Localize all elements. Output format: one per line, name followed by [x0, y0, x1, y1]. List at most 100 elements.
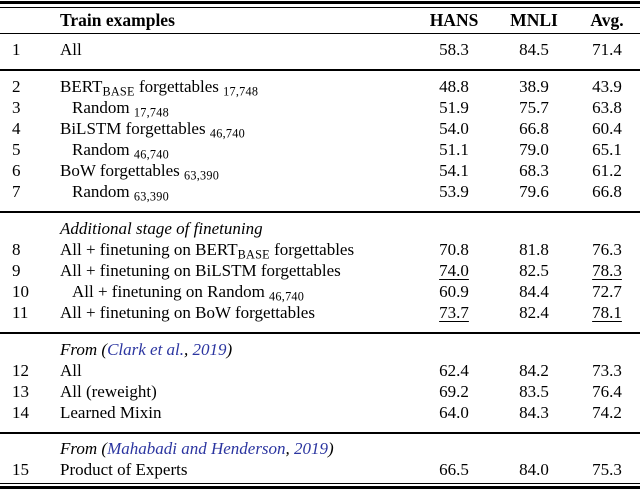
row-number: 11 — [12, 303, 29, 323]
train-examples-cell: Product of Experts — [52, 459, 414, 480]
table-row: 1 All 58.3 84.5 71.4 — [0, 39, 640, 60]
score-value: 71.4 — [592, 40, 622, 60]
subscript-count: 46,740 — [209, 126, 245, 141]
score-value: 53.9 — [439, 182, 469, 202]
mnli-value: 68.3 — [494, 160, 574, 186]
mnli-value: 82.4 — [494, 302, 574, 323]
avg-value: 75.3 — [574, 459, 640, 480]
avg-value: 63.8 — [574, 97, 640, 123]
score-value: 84.2 — [519, 360, 549, 380]
table-top-rule-thin — [0, 7, 640, 9]
table-row: 11 All + finetuning on BoW forgettables 73… — [0, 302, 640, 323]
mnli-value: 84.5 — [494, 39, 574, 60]
hans-value: 66.5 — [414, 459, 494, 480]
subscript-count: 46,740 — [269, 289, 305, 304]
train-examples-cell: BERTBASE forgettables 17,748 — [52, 76, 414, 102]
table-row: 15 Product of Experts 66.5 84.0 75.3 — [0, 459, 640, 480]
label-text: All — [60, 40, 82, 60]
row-number: 10 — [12, 282, 29, 302]
subscript-count: BASE — [237, 247, 270, 262]
section-heading: Additional stage of finetuning — [52, 218, 414, 239]
subscript-count: 63,390 — [133, 189, 169, 204]
table-row: 13 All (reweight) 69.2 83.5 76.4 — [0, 381, 640, 402]
mnli-value: 81.8 — [494, 239, 574, 265]
citation-link[interactable]: Mahabadi and Henderson — [107, 438, 286, 458]
table-row: 6 BoW forgettables 63,390 54.1 68.3 61.2 — [0, 160, 640, 183]
score-value: 54.1 — [439, 161, 469, 181]
train-examples-cell: BiLSTM forgettables 46,740 — [52, 118, 414, 144]
table-row: 7 Random 63,390 53.9 79.6 66.8 — [0, 181, 640, 204]
score-value: 60.4 — [592, 119, 622, 139]
subscript-count: 63,390 — [184, 168, 220, 183]
score-value: 54.0 — [439, 119, 469, 139]
citation-link[interactable]: Clark et al. — [107, 339, 185, 359]
row-number: 13 — [12, 381, 29, 401]
hans-value: 64.0 — [414, 402, 494, 423]
hans-value: 53.9 — [414, 181, 494, 207]
row-number — [0, 438, 52, 459]
score-value: 74.2 — [592, 402, 622, 422]
label-text: All — [60, 360, 82, 380]
row-number: 6 — [12, 161, 21, 181]
row-number: 5 — [12, 140, 21, 160]
table-section: 1 All 58.3 84.5 71.4 — [0, 34, 640, 69]
score-value: 38.9 — [519, 77, 549, 97]
score-value: 66.8 — [519, 119, 549, 139]
label-text: forgettables — [134, 77, 224, 97]
subscript-count: BASE — [102, 84, 135, 99]
score-value: 65.1 — [592, 140, 622, 160]
mnli-value: 83.5 — [494, 381, 574, 402]
avg-value: 74.2 — [574, 402, 640, 423]
score-value: 76.3 — [592, 240, 622, 260]
section-divider-rule — [0, 431, 640, 434]
header-train-examples: Train examples — [60, 10, 175, 31]
hans-value: 70.8 — [414, 239, 494, 265]
hans-value: 69.2 — [414, 381, 494, 402]
table-row: 12 All 62.4 84.2 73.3 — [0, 360, 640, 381]
label-text: Random — [72, 182, 134, 202]
score-value: 60.9 — [439, 282, 469, 302]
subscript-count: 17,748 — [133, 105, 169, 120]
table-header-row: Train examples HANS MNLI Avg. — [0, 8, 640, 33]
train-examples-cell: All — [52, 360, 414, 381]
row-number — [0, 339, 52, 360]
score-value: 79.6 — [519, 182, 549, 202]
header-mnli: MNLI — [510, 10, 558, 31]
score-value: 72.7 — [592, 282, 622, 302]
avg-value: 78.3 — [574, 260, 640, 281]
label-text: Random — [72, 140, 134, 160]
label-text: All + finetuning on Random — [72, 282, 270, 302]
score-value: 79.0 — [519, 140, 549, 160]
label-text: From ( — [60, 438, 108, 458]
row-number: 3 — [12, 98, 21, 118]
avg-value: 76.3 — [574, 239, 640, 265]
label-text: BERT — [60, 77, 103, 97]
train-examples-cell: Learned Mixin — [52, 402, 414, 423]
score-value: 48.8 — [439, 77, 469, 97]
label-text: All + finetuning on BoW forgettables — [60, 303, 315, 323]
table-section: 2 BERTBASE forgettables 17,748 48.8 38.9 43.… — [0, 71, 640, 211]
train-examples-cell: All + finetuning on Random 46,740 — [52, 281, 414, 307]
label-text: Random — [72, 98, 134, 118]
section-heading-row: From (Mahabadi and Henderson, 2019) — [0, 438, 640, 459]
label-text: Additional stage of finetuning — [60, 219, 263, 239]
score-value: 84.3 — [519, 402, 549, 422]
label-text: ) — [226, 339, 233, 359]
score-value: 82.5 — [519, 261, 549, 281]
section-divider-rule — [0, 211, 640, 214]
header-divider-rule — [0, 32, 640, 35]
label-text: Learned Mixin — [60, 402, 162, 422]
score-value: 82.4 — [519, 303, 549, 323]
citation-link[interactable]: 2019 — [294, 438, 329, 458]
hans-value: 60.9 — [414, 281, 494, 307]
score-value: 73.7 — [439, 303, 469, 323]
row-number: 4 — [12, 119, 21, 139]
subscript-count: 17,748 — [223, 84, 259, 99]
mnli-value: 84.4 — [494, 281, 574, 307]
citation-link[interactable]: 2019 — [192, 339, 227, 359]
row-number: 9 — [12, 261, 21, 281]
avg-value: 72.7 — [574, 281, 640, 307]
score-value: 81.8 — [519, 240, 549, 260]
mnli-value: 84.3 — [494, 402, 574, 423]
